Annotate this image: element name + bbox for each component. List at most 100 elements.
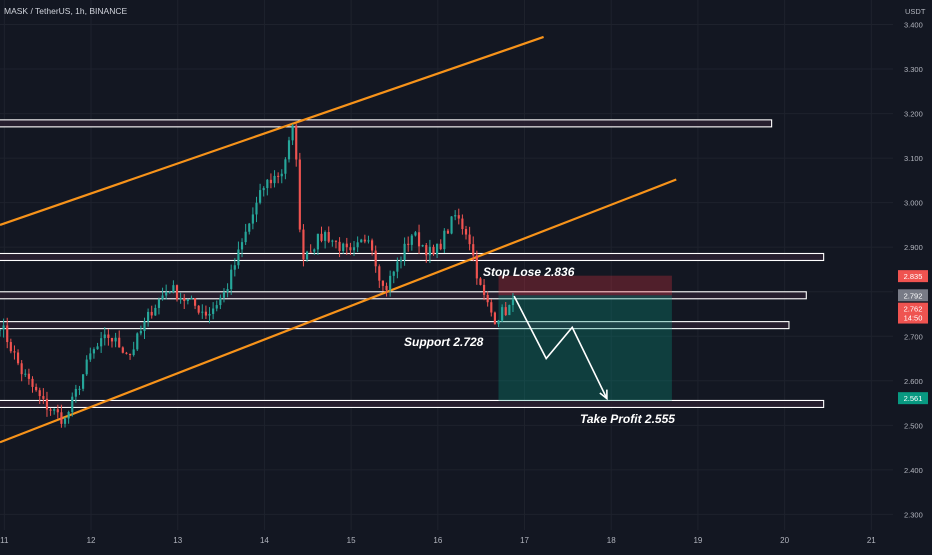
candle-body bbox=[468, 234, 471, 245]
candle-body bbox=[389, 275, 392, 291]
candle-body bbox=[38, 390, 41, 397]
candle-body bbox=[356, 242, 359, 248]
candle-body bbox=[168, 291, 171, 293]
x-tick-label: 12 bbox=[87, 536, 96, 545]
price-tag bbox=[898, 289, 928, 302]
candle-body bbox=[454, 215, 457, 217]
candle-body bbox=[313, 249, 316, 252]
candle-body bbox=[501, 307, 504, 321]
candle-body bbox=[56, 409, 59, 413]
stop-zone[interactable] bbox=[498, 275, 672, 296]
zone-box[interactable] bbox=[0, 399, 825, 409]
candle-body bbox=[305, 251, 309, 260]
zone-boxes bbox=[0, 119, 825, 409]
candle-body bbox=[13, 351, 16, 353]
candle-body bbox=[482, 284, 486, 295]
position-box[interactable] bbox=[498, 275, 672, 401]
candle-body bbox=[436, 243, 439, 255]
time-axis-panel[interactable] bbox=[0, 530, 893, 550]
candle-body bbox=[396, 261, 399, 272]
candle-body bbox=[9, 342, 12, 352]
candle-body bbox=[89, 353, 92, 360]
candle-body bbox=[82, 374, 85, 389]
trend-line[interactable] bbox=[0, 178, 677, 444]
candle-body bbox=[255, 202, 258, 215]
projection-line bbox=[513, 295, 608, 399]
candle-body bbox=[20, 363, 23, 375]
candle-body bbox=[100, 338, 103, 347]
candle-body bbox=[85, 359, 88, 375]
candle-body bbox=[157, 299, 161, 308]
candle-body bbox=[24, 373, 27, 375]
candle-body bbox=[139, 331, 142, 334]
candle-body bbox=[284, 159, 287, 174]
candle-body bbox=[472, 244, 475, 256]
stop-loss-label: Stop Lose 2.836 bbox=[483, 265, 575, 279]
candle-body bbox=[349, 247, 352, 251]
candle-body bbox=[128, 353, 132, 356]
y-tick-label: 2.400 bbox=[904, 466, 923, 475]
candle-body bbox=[461, 218, 464, 230]
candle-body bbox=[150, 311, 153, 316]
candle-body bbox=[147, 311, 150, 322]
x-tick-label: 16 bbox=[433, 536, 442, 545]
candle-body bbox=[486, 294, 489, 303]
candle-body bbox=[154, 307, 157, 316]
profit-zone[interactable] bbox=[498, 295, 672, 401]
candle-body bbox=[201, 311, 204, 313]
y-tick-label: 3.200 bbox=[904, 110, 923, 119]
candle-body bbox=[67, 412, 70, 419]
candle-body bbox=[125, 352, 128, 354]
candle-body bbox=[352, 247, 356, 251]
candle-body bbox=[504, 307, 507, 316]
candle-body bbox=[425, 245, 428, 256]
candle-body bbox=[45, 398, 49, 410]
candle-body bbox=[273, 175, 276, 184]
price-tag-label: 2.792 bbox=[904, 291, 923, 300]
candle-body bbox=[215, 305, 218, 309]
zone-box[interactable] bbox=[0, 252, 825, 262]
candle-body bbox=[71, 396, 74, 413]
candle-body bbox=[385, 285, 388, 291]
candle-body bbox=[298, 159, 301, 230]
candle-body bbox=[345, 243, 348, 248]
candle-body bbox=[251, 214, 254, 224]
y-tick-label: 3.100 bbox=[904, 154, 923, 163]
candle-body bbox=[439, 243, 442, 250]
candle-body bbox=[78, 388, 81, 390]
candle-body bbox=[399, 259, 403, 262]
candle-body bbox=[342, 243, 345, 252]
y-tick-label: 2.900 bbox=[904, 243, 923, 252]
candle-body bbox=[172, 285, 175, 292]
candle-body bbox=[161, 295, 164, 300]
candle-body bbox=[6, 325, 9, 343]
trend-lines bbox=[0, 35, 677, 444]
candle-body bbox=[363, 239, 366, 242]
candle-body bbox=[479, 278, 482, 285]
candle-body bbox=[309, 251, 312, 253]
candle-body bbox=[179, 297, 182, 300]
zone-box[interactable] bbox=[0, 291, 807, 300]
zone-box[interactable] bbox=[0, 321, 790, 330]
candle-body bbox=[197, 305, 200, 313]
candle-body bbox=[464, 229, 468, 235]
candle-body bbox=[31, 378, 34, 387]
candle-body bbox=[338, 241, 341, 252]
candle-body bbox=[262, 188, 265, 191]
candle-body bbox=[204, 311, 207, 316]
candle-body bbox=[143, 321, 146, 332]
trend-line[interactable] bbox=[0, 35, 544, 226]
candle-body bbox=[407, 243, 410, 245]
currency-label: USDT bbox=[905, 7, 926, 16]
candle-body bbox=[103, 334, 106, 339]
zone-box[interactable] bbox=[0, 119, 773, 128]
candle-body bbox=[136, 333, 139, 350]
candle-body bbox=[450, 216, 453, 234]
candle-body bbox=[16, 352, 20, 364]
candle-body bbox=[222, 292, 226, 298]
candle-body bbox=[324, 232, 327, 241]
candle-body bbox=[327, 232, 330, 242]
x-tick-label: 20 bbox=[780, 536, 789, 545]
